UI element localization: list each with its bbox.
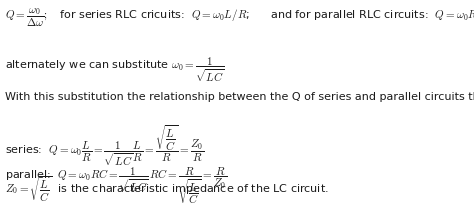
Text: With this substitution the relationship between the Q of series and parallel cir: With this substitution the relationship … — [5, 92, 474, 102]
Text: series:  $Q = \omega_0\dfrac{L}{R} = \dfrac{1}{\sqrt{LC}}\dfrac{L}{R} = \dfrac{\: series: $Q = \omega_0\dfrac{L}{R} = \dfr… — [5, 124, 204, 168]
Text: parallel:  $Q = \omega_0 RC = \dfrac{1}{\sqrt{LC}}\,RC = \dfrac{R}{\sqrt{\dfrac{: parallel: $Q = \omega_0 RC = \dfrac{1}{\… — [5, 166, 227, 207]
Text: alternately we can substitute $\omega_0 = \dfrac{1}{\sqrt{LC}}$: alternately we can substitute $\omega_0 … — [5, 55, 225, 83]
Text: $Z_0 = \sqrt{\dfrac{L}{C}}$  is the characteristic impedance of the LC circuit.: $Z_0 = \sqrt{\dfrac{L}{C}}$ is the chara… — [5, 175, 328, 204]
Text: $Q = \dfrac{\omega_0}{\Delta\omega};$   for series RLC cricuits:  $Q = \omega_0 : $Q = \dfrac{\omega_0}{\Delta\omega};$ fo… — [5, 6, 474, 29]
